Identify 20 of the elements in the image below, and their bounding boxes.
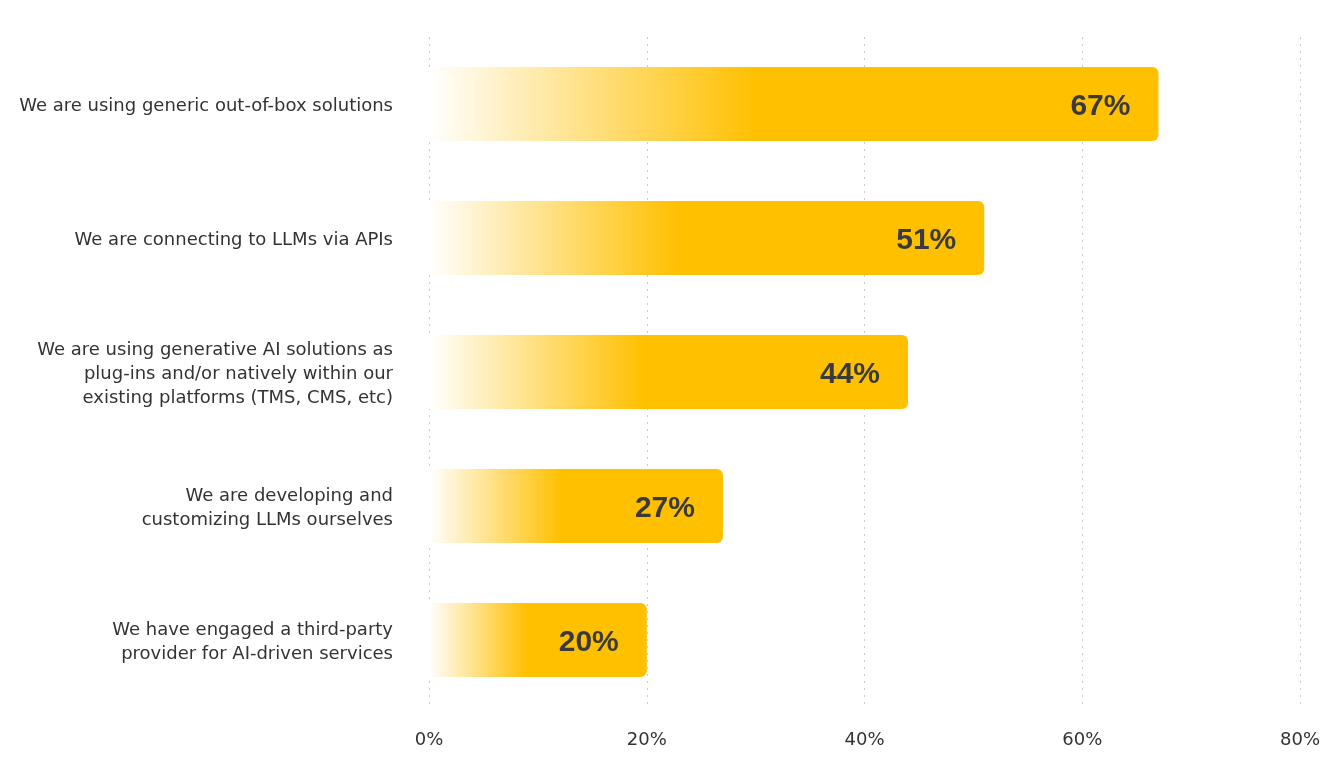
data-label: 44%: [820, 355, 881, 389]
x-tick-label: 40%: [844, 727, 885, 749]
x-tick-label: 60%: [1062, 727, 1103, 749]
data-label: 51%: [896, 221, 957, 255]
bar: [429, 469, 723, 543]
y-tick-label: We have engaged a third-party provider for AI-driven services: [112, 617, 394, 663]
x-tick-label: 20%: [626, 727, 667, 749]
bar: [429, 335, 909, 409]
bar: [429, 67, 1159, 141]
bar: [429, 201, 985, 275]
y-tick-label: We are using generative AI solutions as plug-ins and/or natively within our existing platforms (TMS, CMS, etc): [37, 337, 394, 407]
x-tick-label: 0%: [414, 727, 444, 749]
y-tick-label: We are using generic out-of-box solutions: [19, 93, 393, 115]
y-tick-label: We are developing and customizing LLMs ourselves: [141, 483, 393, 529]
bar: [429, 603, 647, 677]
data-label: 27%: [634, 489, 695, 523]
x-tick-label: 80%: [1279, 727, 1321, 749]
data-label: 20%: [558, 623, 619, 657]
data-label: 67%: [1070, 87, 1131, 121]
y-tick-label: We are connecting to LLMs via APIs: [74, 227, 393, 249]
